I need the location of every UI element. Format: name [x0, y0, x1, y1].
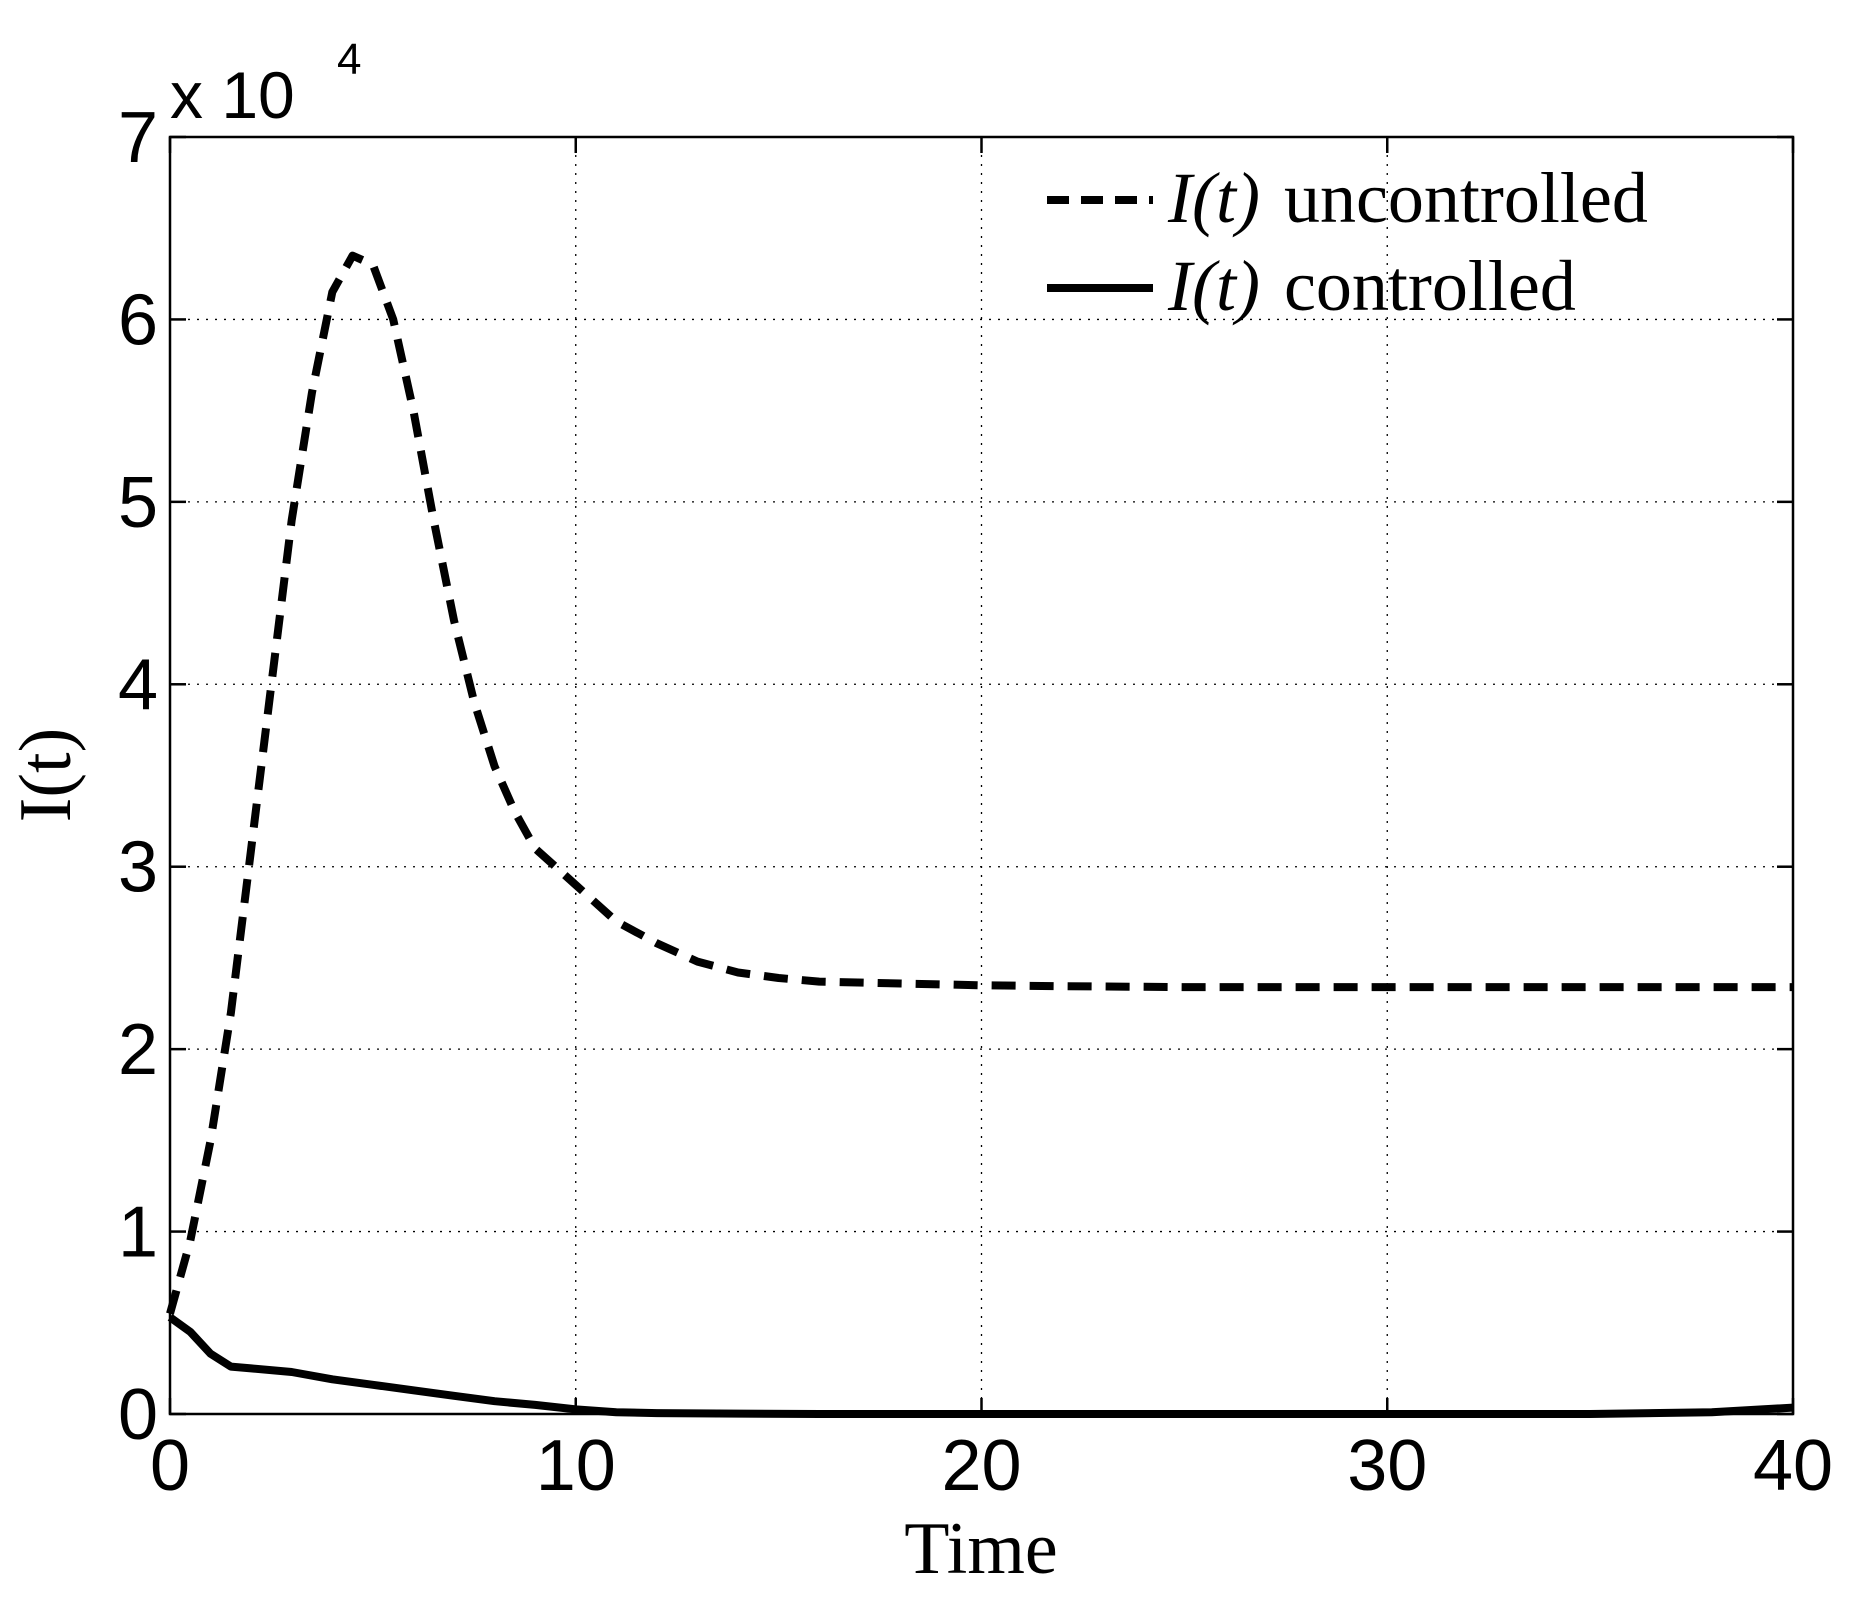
series-line-uncontrolled [166, 251, 1793, 1315]
axis-ticks: 0 10 20 30 40 0 1 2 3 4 5 6 7 [118, 98, 1833, 1506]
legend-text-uncontrolled: uncontrolled [1284, 158, 1648, 238]
x-axis-label: Time [904, 1508, 1058, 1590]
axis-labels: x 10 4 Time I(t) [5, 35, 1058, 1590]
y-tick-label-6: 6 [118, 280, 158, 360]
legend-math-controlled: I(t) [1167, 246, 1260, 326]
legend: I(t) uncontrolled I(t) controlled [1047, 158, 1648, 326]
y-axis-label: I(t) [5, 728, 87, 823]
legend-text-controlled: controlled [1284, 246, 1576, 326]
x-tick-label-4: 40 [1753, 1426, 1833, 1506]
x-tick-label-1: 10 [536, 1426, 616, 1506]
legend-math-uncontrolled: I(t) [1167, 158, 1260, 238]
grid-lines [170, 137, 1793, 1414]
y-tick-label-2: 2 [118, 1010, 158, 1090]
y-exponent-power: 4 [337, 35, 361, 84]
legend-label-uncontrolled: I(t) uncontrolled [1167, 158, 1648, 238]
y-tick-label-0: 0 [118, 1375, 158, 1455]
y-tick-label-5: 5 [118, 463, 158, 543]
y-tick-label-1: 1 [118, 1193, 158, 1273]
x-tick-label-3: 30 [1347, 1426, 1427, 1506]
x-tick-label-2: 20 [941, 1426, 1021, 1506]
y-exponent-base: x 10 [170, 58, 295, 132]
y-tick-label-4: 4 [118, 645, 158, 725]
x-tick-label-0: 0 [150, 1426, 190, 1506]
y-tick-label-3: 3 [118, 828, 158, 908]
y-tick-label-7: 7 [118, 98, 158, 178]
legend-label-controlled: I(t) controlled [1167, 246, 1576, 326]
